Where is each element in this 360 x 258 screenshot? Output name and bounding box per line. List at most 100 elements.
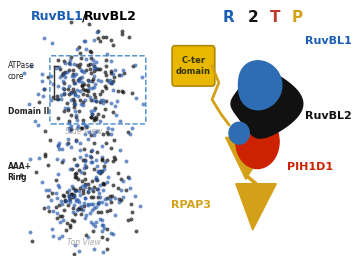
Point <box>75 207 81 212</box>
Point <box>91 74 97 78</box>
Point <box>87 67 93 71</box>
Point <box>91 108 97 112</box>
Point <box>80 80 85 84</box>
Point <box>81 82 86 86</box>
Point <box>133 96 139 100</box>
Point <box>125 217 131 222</box>
Point <box>67 197 73 201</box>
Point <box>88 149 94 153</box>
Point <box>80 87 86 91</box>
Point <box>103 64 108 68</box>
Point <box>118 198 124 202</box>
Point <box>45 194 50 198</box>
Point <box>93 205 99 209</box>
Point <box>95 29 101 33</box>
Point <box>89 112 95 117</box>
Point <box>69 218 75 222</box>
Point <box>81 147 86 151</box>
Point <box>55 144 60 148</box>
Point <box>70 195 76 199</box>
Point <box>80 100 86 104</box>
Point <box>45 163 50 167</box>
Point <box>70 78 76 82</box>
Point <box>93 158 99 162</box>
Point <box>60 71 66 75</box>
Point <box>93 177 99 181</box>
Point <box>49 41 55 45</box>
Point <box>50 95 56 99</box>
Point <box>66 121 72 125</box>
Point <box>73 174 78 179</box>
Point <box>71 203 77 207</box>
Point <box>93 95 98 99</box>
Point <box>121 68 126 72</box>
Point <box>76 168 82 172</box>
Polygon shape <box>238 61 282 110</box>
Point <box>67 58 72 62</box>
Point <box>110 87 116 92</box>
Point <box>26 102 32 106</box>
Point <box>76 248 82 253</box>
Point <box>75 198 81 202</box>
Point <box>66 198 71 203</box>
Point <box>99 157 105 161</box>
Point <box>132 63 138 67</box>
Point <box>87 62 93 66</box>
Point <box>73 115 79 119</box>
Point <box>94 29 100 34</box>
Point <box>121 71 127 75</box>
Point <box>82 98 88 102</box>
Point <box>129 202 134 206</box>
Point <box>62 70 67 74</box>
Point <box>67 199 73 204</box>
Point <box>79 126 85 130</box>
Point <box>61 80 67 85</box>
Point <box>117 119 123 123</box>
Point <box>91 247 97 251</box>
Point <box>123 159 129 163</box>
Point <box>91 205 96 209</box>
Point <box>95 168 101 173</box>
Point <box>71 157 77 161</box>
Point <box>79 184 85 188</box>
Point <box>41 206 46 210</box>
Point <box>70 71 76 76</box>
Point <box>89 115 94 119</box>
Point <box>93 117 99 121</box>
Point <box>108 101 114 105</box>
Point <box>104 52 110 56</box>
Point <box>93 99 99 103</box>
Point <box>80 191 86 195</box>
Point <box>66 195 72 199</box>
Point <box>100 98 106 102</box>
Point <box>71 193 76 197</box>
Text: Domain II: Domain II <box>8 107 49 116</box>
Point <box>104 158 110 162</box>
Point <box>73 199 79 203</box>
Point <box>55 143 61 147</box>
Point <box>109 194 115 198</box>
Point <box>54 216 60 220</box>
Point <box>81 39 86 43</box>
Point <box>71 194 77 198</box>
Point <box>64 101 70 105</box>
Point <box>74 117 80 122</box>
Point <box>96 112 102 116</box>
Point <box>72 189 77 193</box>
Point <box>53 204 59 208</box>
Point <box>41 87 47 91</box>
Point <box>42 152 48 157</box>
Point <box>63 198 68 203</box>
Text: RuvBL1: RuvBL1 <box>31 10 84 23</box>
Point <box>69 74 75 78</box>
Polygon shape <box>229 122 249 144</box>
Point <box>140 101 146 106</box>
Point <box>39 180 45 184</box>
Point <box>60 78 66 83</box>
Point <box>94 175 99 179</box>
Point <box>113 112 119 117</box>
Point <box>97 39 103 43</box>
Point <box>68 91 74 95</box>
Point <box>66 194 72 198</box>
Text: RuvBL1: RuvBL1 <box>305 36 352 46</box>
